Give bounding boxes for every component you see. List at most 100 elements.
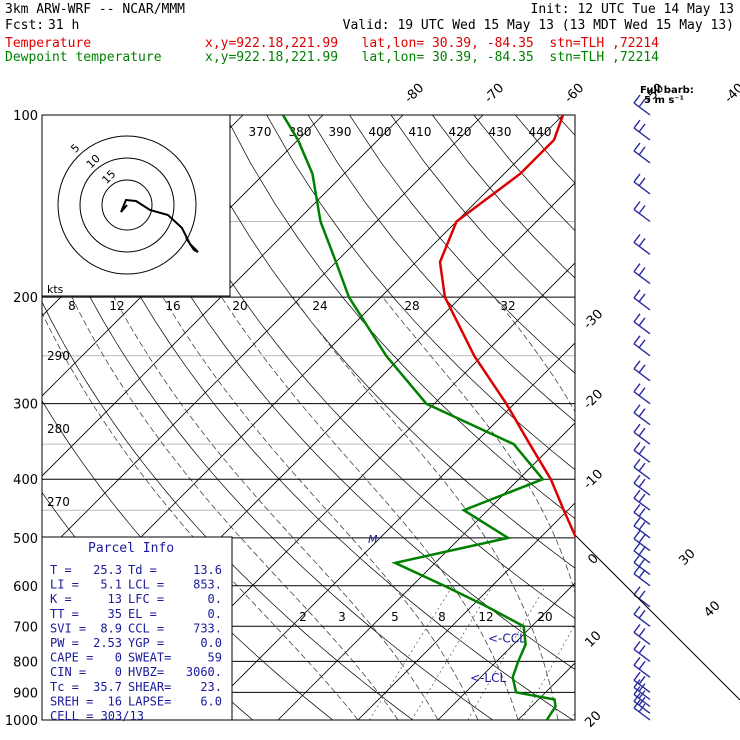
moist-adiabat [493, 296, 575, 413]
wind-barb [633, 503, 651, 525]
parcel-info-cell: 0 [115, 665, 122, 679]
pressure-tick-label: 900 [13, 686, 38, 701]
parcel-info-cell: TT = [50, 607, 79, 621]
wind-barb [633, 679, 651, 701]
barb-legend-unit: 5 m s⁻¹ [644, 95, 684, 106]
dewpoint-legend: Dewpoint temperature [5, 50, 162, 65]
hodograph-tick-label: 28 [404, 299, 419, 313]
moist-adiabat [292, 296, 559, 720]
isotherm-label: 20 [582, 708, 604, 730]
theta-e-label: 420 [449, 125, 472, 139]
dewpoint-location: x,y=922.18,221.99 lat,lon= 30.39, -84.35… [205, 50, 659, 65]
mixing-ratio-label: 20 [537, 610, 552, 624]
dry-adiabat [59, 115, 573, 720]
theta-label: 280 [47, 422, 70, 436]
parcel-info-cell: 13 [108, 592, 122, 606]
parcel-info-cell: LFC = [128, 592, 164, 606]
pressure-tick-label: 200 [13, 291, 38, 306]
isotherm-label: -80 [402, 81, 428, 107]
wind-barb [633, 233, 651, 255]
isotherm-label: -70 [482, 81, 508, 107]
wind-barb [633, 517, 651, 539]
mixing-ratio-label: 2 [299, 610, 307, 624]
dry-adiabat [266, 115, 575, 471]
parcel-info-cell: 16 [108, 694, 122, 708]
parcel-info-cell: Td = [128, 563, 157, 577]
parcel-info-cell: CAPE = [50, 651, 93, 665]
mixing-ratio-label: 5 [391, 610, 399, 624]
wind-barb [633, 119, 651, 141]
mixing-ratio-line [369, 585, 453, 720]
pressure-tick-label: 1000 [5, 714, 38, 729]
hodograph-frame [41, 114, 231, 297]
parcel-info-box: Parcel Info T = 25.3 Td = 13.6 LI = 5.1 LCL = 85… [41, 536, 233, 723]
parcel-info-cell: 35 [108, 607, 122, 621]
wind-barb [633, 554, 651, 576]
m-marker: M [368, 533, 378, 546]
pressure-tick-label: 100 [13, 109, 38, 124]
parcel-info-cell-row: CELL = 303/13 [50, 709, 144, 723]
wind-barb [633, 289, 651, 311]
temperature-profile [438, 115, 575, 539]
parcel-info-cell: SVI = [50, 621, 86, 635]
hodograph-tick-label: 8 [68, 299, 76, 313]
parcel-info-cell: EL = [128, 607, 157, 621]
wind-barb [633, 671, 651, 693]
parcel-info-cell: 35.7 [93, 680, 122, 694]
parcel-info-cell: 853. [193, 578, 222, 592]
moist-adiabat [382, 296, 575, 594]
dry-adiabat [349, 115, 575, 374]
wind-barbs [574, 94, 740, 721]
isotherm [197, 342, 575, 720]
theta-e-label: 370 [249, 125, 272, 139]
mixing-ratio-line [467, 585, 546, 720]
dry-adiabat [681, 115, 740, 720]
plot-frame [41, 114, 576, 721]
dry-adiabat [100, 115, 575, 670]
wind-barb [633, 458, 651, 480]
parcel-info-cell: 59 [208, 651, 222, 665]
isotherm [42, 115, 404, 477]
parcel-info-cell: 13.6 [193, 563, 222, 577]
hodograph-ring [57, 135, 197, 275]
isotherm [678, 115, 740, 720]
init-time: Init: 12 UTC Tue 14 May 13 [530, 2, 735, 17]
moist-adiabat [113, 296, 439, 720]
parcel-info-cell: 733. [193, 621, 222, 635]
parcel-info-cell: YGP = [128, 636, 164, 650]
wind-barb [633, 489, 651, 511]
isotherm-label: -10 [581, 467, 607, 493]
valid-time: Valid: 19 UTC Wed 15 May 13 (13 MDT Wed … [342, 18, 734, 33]
dry-adiabat [556, 115, 575, 136]
wind-barb [633, 360, 651, 382]
parcel-info-cell: 8.9 [100, 621, 122, 635]
isotherm-label: 40 [701, 598, 723, 620]
temperature-scale-edge [574, 534, 740, 701]
dry-adiabat [307, 115, 575, 422]
parcel-info-cell: 5.1 [100, 578, 122, 592]
wind-barb [633, 263, 651, 285]
parcel-info-cell: 2.53 [93, 636, 122, 650]
dry-adiabat [515, 115, 575, 184]
parcel-info-cell: 0.0 [200, 636, 222, 650]
wind-barb [633, 313, 651, 335]
profiles [281, 115, 575, 720]
temperature-location: x,y=922.18,221.99 lat,lon= 30.39, -84.35… [205, 36, 659, 51]
isotherm [517, 662, 575, 720]
wind-barb [633, 383, 651, 405]
parcel-info-cell: LCL = [128, 578, 164, 592]
mixing-ratio-line [521, 623, 575, 720]
parcel-level-marker: <-CCL [488, 631, 526, 645]
wind-barb [633, 94, 651, 116]
wind-barb [633, 542, 651, 564]
parcel-info-frame [41, 536, 233, 721]
moist-adiabat [718, 297, 740, 720]
wind-barb [633, 173, 651, 195]
temperature-legend: Temperature [5, 36, 92, 51]
moist-adiabat [621, 297, 684, 720]
wind-barb [633, 441, 651, 463]
mixing-ratio-line [570, 711, 575, 720]
theta-e-label: 400 [369, 125, 392, 139]
